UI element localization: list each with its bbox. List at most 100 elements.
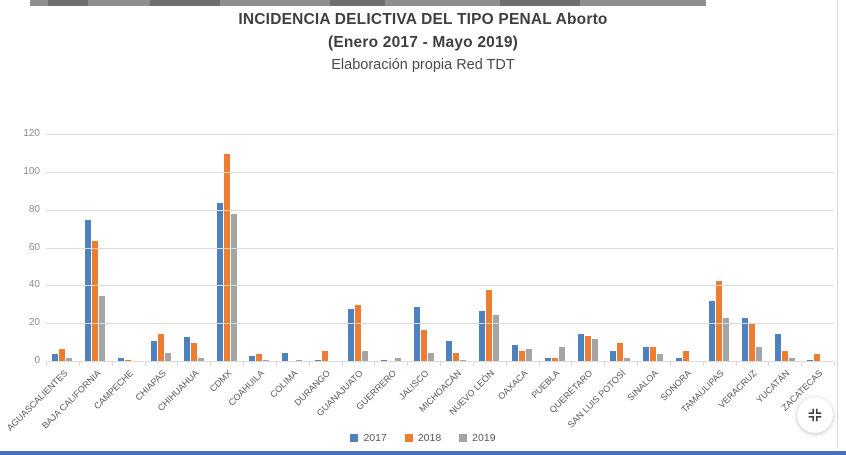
bar-2018-san-luis-potosi[interactable] xyxy=(617,343,624,362)
x-axis-tick xyxy=(243,362,244,366)
bar-2019-aguascalientes[interactable] xyxy=(66,358,73,362)
bar-2017-cdmx[interactable] xyxy=(216,203,223,362)
bar-2017-jalisco[interactable] xyxy=(413,307,420,362)
bar-2017-sinaloa[interactable] xyxy=(643,347,650,362)
bar-2017-veracruz[interactable] xyxy=(741,318,748,362)
bar-2018-nuevo-leon[interactable] xyxy=(486,290,493,362)
bar-2017-chiapas[interactable] xyxy=(150,341,157,362)
bar-group-oaxaca xyxy=(506,135,539,362)
legend-swatch-2018 xyxy=(404,434,413,442)
bar-2019-cdmx[interactable] xyxy=(230,214,237,362)
bar-group-zacatecas xyxy=(801,135,834,362)
bar-2017-san-luis-potosi[interactable] xyxy=(610,351,617,362)
bar-2018-chihuahua[interactable] xyxy=(190,343,197,362)
bar-2019-nuevo-leon[interactable] xyxy=(493,315,500,362)
exit-fullscreen-button[interactable] xyxy=(797,397,833,433)
bar-2018-sonora[interactable] xyxy=(683,351,690,362)
bar-2019-veracruz[interactable] xyxy=(755,347,762,362)
bar-2019-jalisco[interactable] xyxy=(427,353,434,362)
x-axis-tick xyxy=(637,362,638,366)
bar-2017-baja-california[interactable] xyxy=(85,220,92,362)
bar-2018-yucatan[interactable] xyxy=(781,351,788,362)
bar-2017-oaxaca[interactable] xyxy=(512,345,518,362)
x-axis-tick xyxy=(275,362,277,366)
bar-2019-puebla[interactable] xyxy=(558,347,565,362)
bar-2018-cdmx[interactable] xyxy=(223,154,230,362)
bar-2018-guanajuato[interactable] xyxy=(354,305,361,362)
bar-2017-coahuila[interactable] xyxy=(249,356,256,362)
bar-group-guanajuato xyxy=(341,135,374,362)
bar-2017-michoacan[interactable] xyxy=(446,341,453,362)
x-axis-tick xyxy=(46,362,47,366)
bar-2018-sinaloa[interactable] xyxy=(650,347,657,362)
bar-2017-queretaro[interactable] xyxy=(577,334,584,362)
gridline-y-80 xyxy=(46,209,834,211)
bar-2017-yucatan[interactable] xyxy=(774,334,781,362)
bar-2017-aguascalientes[interactable] xyxy=(52,354,59,362)
x-axis-tick xyxy=(702,362,704,366)
x-axis-tick xyxy=(210,362,212,366)
gridline-y-60 xyxy=(46,247,834,249)
legend-item-2019[interactable]: 2019 xyxy=(459,432,496,444)
gridline-y-20 xyxy=(46,323,834,325)
bar-group-nuevo-leon xyxy=(473,135,506,362)
bar-group-colima xyxy=(276,135,309,362)
exit-fullscreen-icon xyxy=(807,407,823,423)
bar-2019-baja-california[interactable] xyxy=(99,296,106,362)
x-axis-tick xyxy=(571,362,573,366)
bar-2018-durango[interactable] xyxy=(322,351,329,362)
chart-subtitle: Elaboración propia Red TDT xyxy=(331,57,515,73)
bar-2018-chiapas[interactable] xyxy=(157,334,164,362)
bar-2018-zacatecas[interactable] xyxy=(814,354,821,362)
bar-2019-oaxaca[interactable] xyxy=(526,349,532,362)
bar-2017-campeche[interactable] xyxy=(118,358,125,362)
bar-2017-puebla[interactable] xyxy=(544,358,551,362)
chart-title-line1: INCIDENCIA DELICTIVA DEL TIPO PENAL Abor… xyxy=(238,11,608,28)
bar-group-tamaulipas xyxy=(703,135,736,362)
bar-2017-chihuahua[interactable] xyxy=(183,337,190,362)
bar-2018-michoacan[interactable] xyxy=(453,353,460,362)
x-axis-tick xyxy=(834,362,835,366)
bar-2019-chiapas[interactable] xyxy=(164,353,171,362)
bar-2019-san-luis-potosi[interactable] xyxy=(624,358,631,362)
legend-item-2018[interactable]: 2018 xyxy=(404,432,441,444)
bar-2018-oaxaca[interactable] xyxy=(519,351,525,362)
gridline-y-100 xyxy=(46,171,834,173)
y-axis-tick-label: 120 xyxy=(23,128,40,139)
bar-2019-tamaulipas[interactable] xyxy=(722,318,729,362)
bar-2017-nuevo-leon[interactable] xyxy=(479,311,486,362)
y-axis-tick-label: 60 xyxy=(28,241,40,253)
bar-2019-sinaloa[interactable] xyxy=(657,354,664,362)
x-axis-tick xyxy=(341,362,343,366)
bar-2019-yucatan[interactable] xyxy=(788,358,795,362)
bar-group-sonora xyxy=(670,135,703,362)
bar-2018-baja-california[interactable] xyxy=(92,241,99,362)
bar-2017-sonora[interactable] xyxy=(676,358,683,362)
bar-2018-puebla[interactable] xyxy=(551,358,558,362)
bar-2017-tamaulipas[interactable] xyxy=(708,301,715,362)
y-axis-tick-label: 20 xyxy=(28,317,40,329)
bar-2018-coahuila[interactable] xyxy=(256,354,263,362)
bar-2019-queretaro[interactable] xyxy=(591,339,598,362)
bar-2018-aguascalientes[interactable] xyxy=(59,349,66,362)
bar-2019-chihuahua[interactable] xyxy=(197,358,204,362)
bar-2018-tamaulipas[interactable] xyxy=(715,281,722,362)
bar-2019-guerrero[interactable] xyxy=(394,358,401,362)
bar-2018-veracruz[interactable] xyxy=(748,324,755,362)
bar-2018-queretaro[interactable] xyxy=(584,336,591,362)
bar-2017-guanajuato[interactable] xyxy=(347,309,354,362)
bar-group-coahuila xyxy=(243,135,276,362)
y-axis-tick-label: 100 xyxy=(23,165,40,177)
bar-2019-guanajuato[interactable] xyxy=(361,351,368,362)
legend-item-2017[interactable]: 2017 xyxy=(350,432,387,444)
bar-2018-jalisco[interactable] xyxy=(420,330,427,362)
gridline-y-120 xyxy=(46,134,834,135)
legend-label-2017: 2017 xyxy=(363,432,387,444)
legend-swatch-2019 xyxy=(459,434,468,442)
bar-2017-colima[interactable] xyxy=(282,353,289,362)
y-axis-tick-label: 0 xyxy=(34,355,40,366)
x-axis-tick xyxy=(177,362,179,366)
top-edge-artifact xyxy=(30,0,706,6)
y-axis-tick-label: 80 xyxy=(28,203,40,215)
